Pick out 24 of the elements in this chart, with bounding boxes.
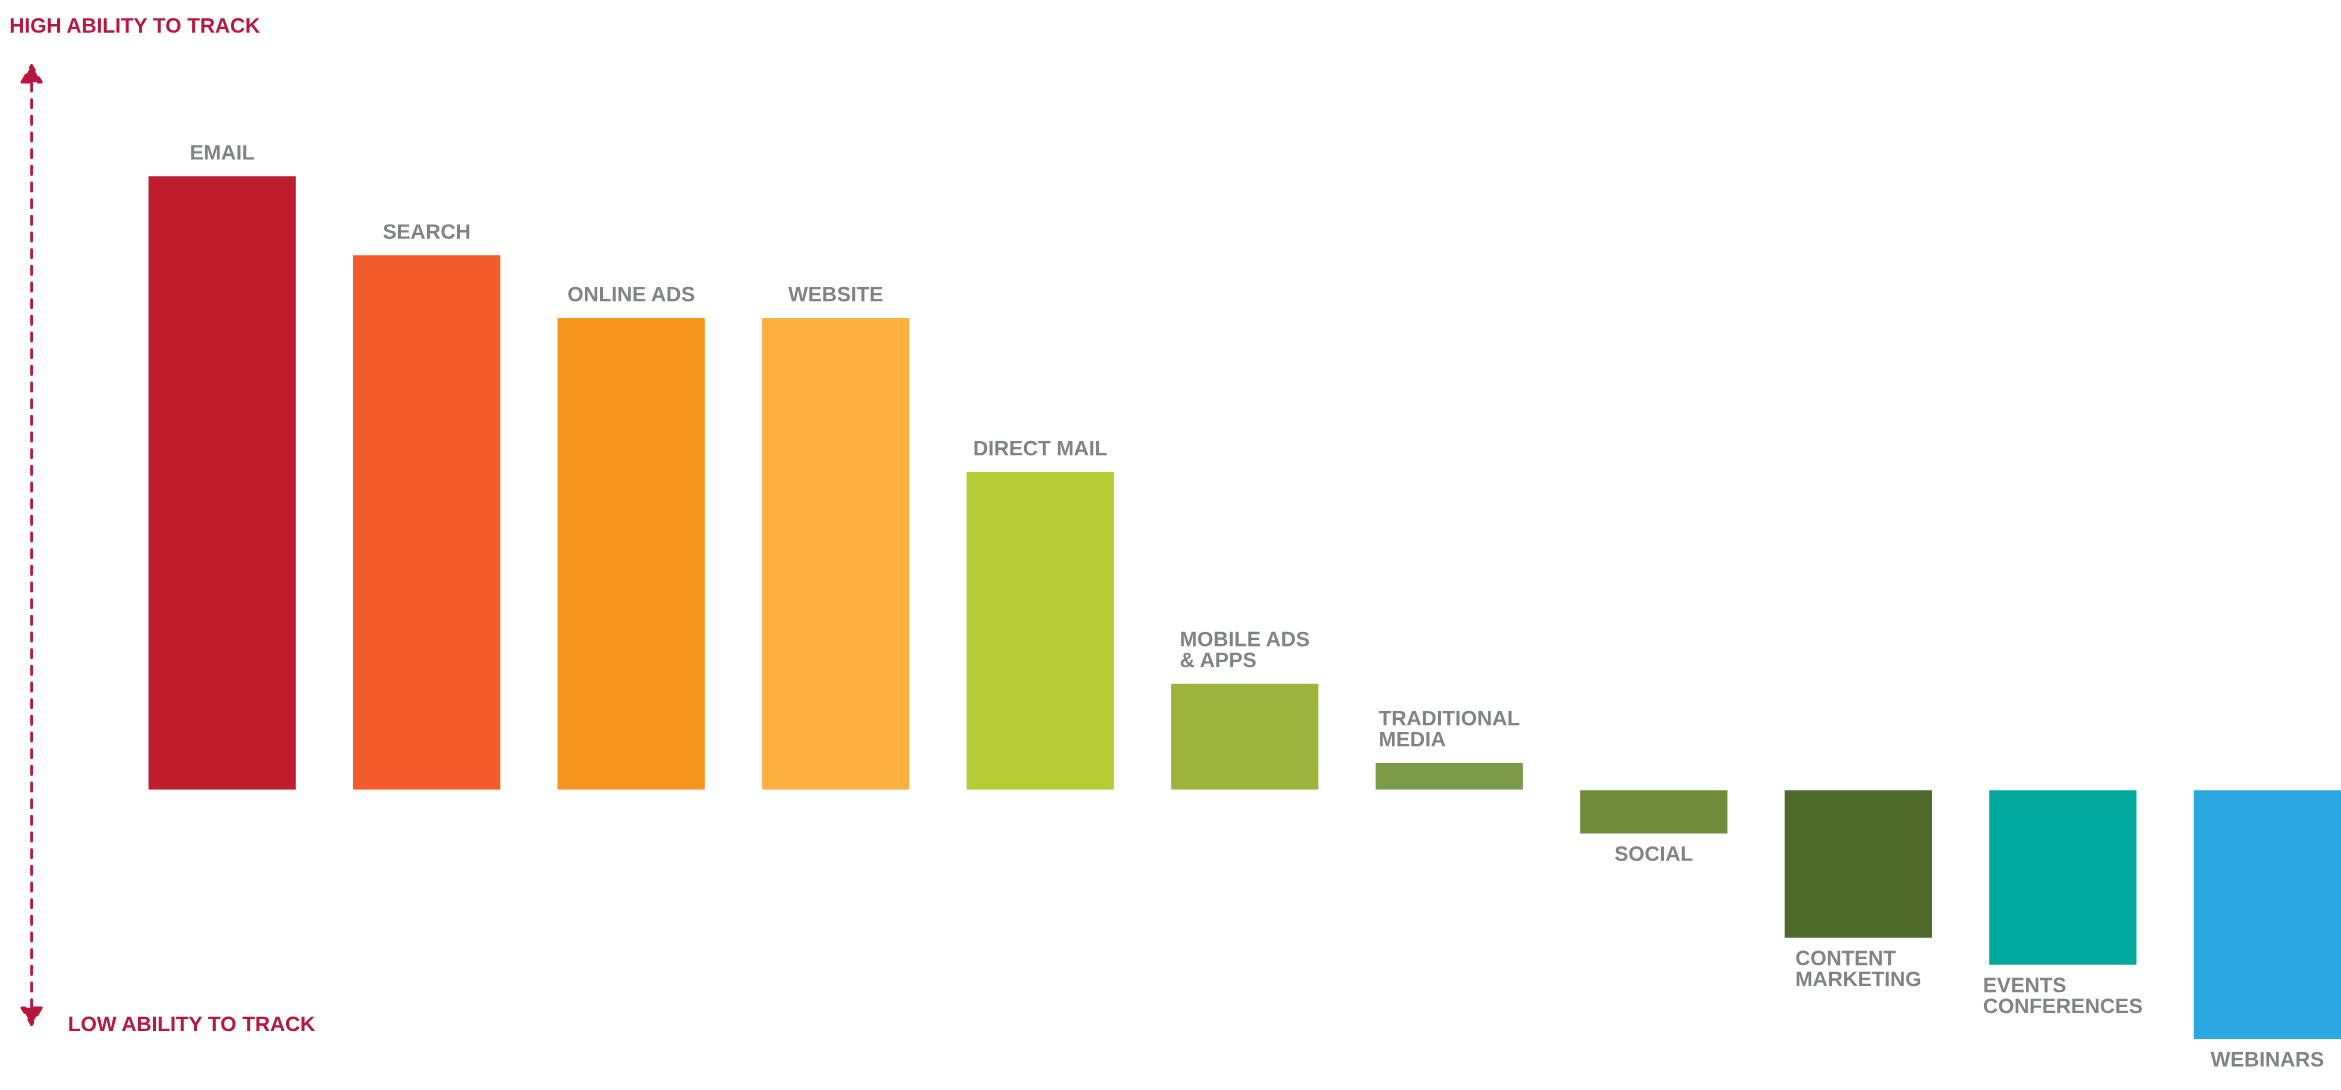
x-tick-label: EMAIL [191, 145, 254, 160]
text: HIGH ABILITY TO TRACK [10, 18, 260, 33]
bar [353, 255, 501, 790]
bar [557, 317, 705, 790]
x-tick-label: TRADITIONAL MEDIA [1378, 710, 1520, 747]
x-tick-label: DIRECT MAIL [974, 440, 1107, 456]
x-tick-label: MOBILE ADS & APPS [1180, 631, 1309, 668]
bar [1989, 789, 2137, 965]
bar [148, 176, 296, 790]
x-tick-label: CONTENT MARKETING [1796, 950, 1921, 987]
x-tick-label: SOCIAL [1615, 846, 1693, 862]
x-tick-label: WEBINARS [2210, 1051, 2324, 1067]
x-tick-label: SEARCH [383, 224, 470, 239]
bar [762, 317, 910, 790]
annotation: LOW ABILITY TO TRACK [69, 1016, 315, 1032]
x-tick-label: EVENTS CONFERENCES [1983, 977, 2142, 1014]
bar [1784, 789, 1932, 938]
bar [1580, 789, 1728, 834]
bar [2193, 789, 2341, 1040]
x-tick-label: WEBSITE [788, 286, 883, 302]
bar [1375, 762, 1523, 790]
bar [966, 471, 1114, 790]
x-tick-label: ONLINE ADS [568, 286, 695, 302]
bar [1171, 683, 1319, 790]
